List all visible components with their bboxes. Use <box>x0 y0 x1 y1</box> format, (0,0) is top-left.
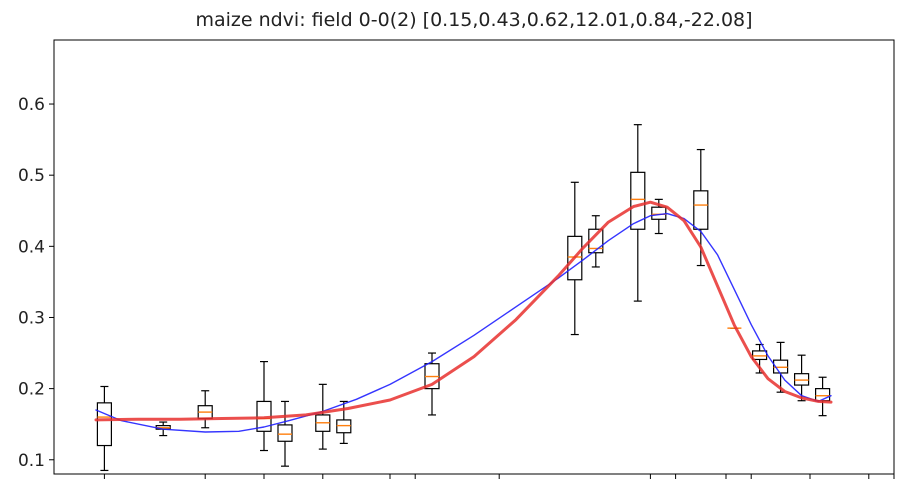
box-plot <box>630 124 646 302</box>
box <box>630 171 646 230</box>
y-tick-label: 0.1 <box>18 451 45 471</box>
box <box>567 235 583 281</box>
axes-frame <box>53 39 895 475</box>
fit-curve-red <box>94 200 833 422</box>
box-plot <box>256 360 272 452</box>
box <box>96 402 113 447</box>
box <box>693 190 709 230</box>
box-plot <box>814 376 831 417</box>
box <box>277 424 293 442</box>
box-plot <box>567 181 583 336</box>
chart-title: maize ndvi: field 0-0(2) [0.15,0.43,0.62… <box>195 9 752 31</box>
y-tick-label: 0.6 <box>18 95 45 115</box>
box <box>793 373 810 386</box>
box-plot <box>197 390 213 429</box>
box-plot <box>277 400 293 467</box>
box-plot <box>96 385 113 472</box>
box <box>751 350 768 361</box>
plot-area <box>94 124 833 472</box>
box-plot <box>315 383 331 450</box>
box <box>651 206 667 220</box>
fit-curve-blue <box>95 212 832 433</box>
box-plot <box>424 352 440 416</box>
box-plot <box>793 354 810 402</box>
x-axis <box>103 474 895 479</box>
y-axis: 0.1 0.2 0.3 0.4 0.5 0.6 <box>18 95 54 471</box>
y-tick-label: 0.5 <box>18 166 45 186</box>
y-tick-label: 0.4 <box>18 237 45 257</box>
y-tick-label: 0.2 <box>18 380 45 400</box>
box <box>336 419 352 434</box>
y-tick-label: 0.3 <box>18 308 45 328</box>
